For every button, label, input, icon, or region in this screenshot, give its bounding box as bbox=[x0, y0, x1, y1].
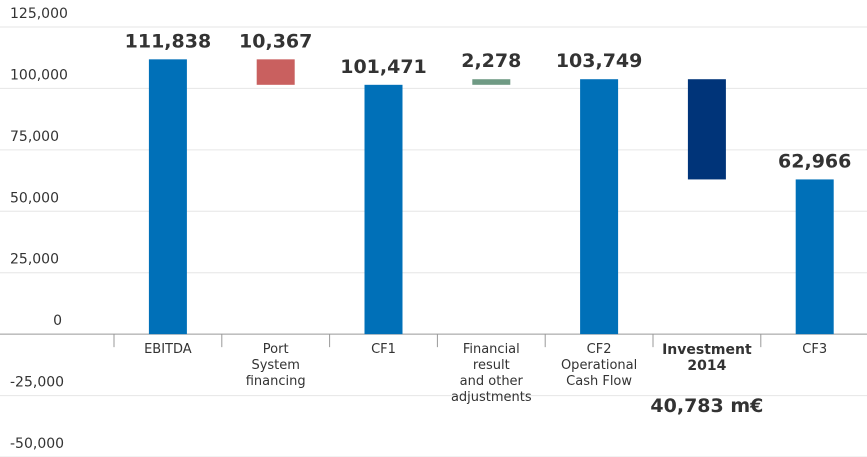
y-tick-label: 50,000 bbox=[10, 190, 59, 206]
y-tick-label: -25,000 bbox=[10, 375, 64, 391]
x-tick-label: CF2 Operational Cash Flow bbox=[560, 342, 638, 390]
y-tick-label: -50,000 bbox=[10, 436, 64, 452]
bar bbox=[472, 79, 511, 85]
x-tick-label: EBITDA bbox=[144, 342, 192, 358]
x-tick-label: Investment 2014 bbox=[662, 342, 752, 375]
data-label: 10,367 bbox=[239, 30, 312, 52]
x-tick-label: Port System financing bbox=[245, 342, 306, 390]
data-label: 103,749 bbox=[556, 50, 643, 72]
data-label: 2,278 bbox=[461, 50, 521, 72]
data-label: 40,783 m€ bbox=[650, 395, 763, 417]
y-tick-label: 0 bbox=[53, 313, 62, 329]
bar bbox=[687, 79, 726, 180]
y-tick-label: 100,000 bbox=[10, 67, 68, 83]
bar bbox=[256, 59, 295, 85]
bar bbox=[148, 59, 187, 335]
y-tick-label: 75,000 bbox=[10, 129, 59, 145]
bar bbox=[364, 84, 403, 335]
data-label: 62,966 bbox=[778, 150, 851, 172]
x-tick-label: Financial result and other adjustments bbox=[450, 342, 532, 406]
x-tick-label: CF3 bbox=[802, 342, 828, 358]
data-label: 111,838 bbox=[125, 30, 212, 52]
y-tick-label: 25,000 bbox=[10, 252, 59, 268]
bar bbox=[795, 179, 834, 335]
data-label: 101,471 bbox=[340, 56, 427, 78]
bar bbox=[580, 79, 619, 335]
y-tick-label: 125,000 bbox=[10, 6, 68, 22]
x-tick-label: CF1 bbox=[371, 342, 396, 358]
